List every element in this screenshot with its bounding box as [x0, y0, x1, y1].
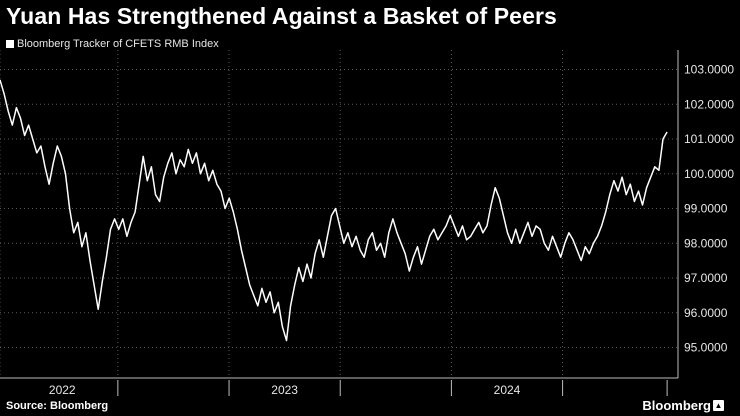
y-tick-label: 102.0000 — [684, 97, 734, 111]
y-tick-label: 95.0000 — [684, 341, 728, 355]
x-tick-labels: 2022 2023 2024 — [49, 383, 521, 397]
brand-logo: Bloomberg ▲ — [642, 398, 724, 413]
y-gridlines — [0, 69, 678, 348]
source-note: Source: Bloomberg — [6, 400, 109, 412]
y-tick-label: 101.0000 — [684, 132, 734, 146]
brand-icon: ▲ — [713, 400, 724, 411]
x-gridlines — [0, 50, 564, 378]
y-tick-label: 97.0000 — [684, 271, 728, 285]
y-tick-label: 96.0000 — [684, 306, 728, 320]
x-tick-label: 2022 — [49, 383, 76, 397]
brand-name: Bloomberg — [642, 398, 711, 413]
x-tick-marks — [117, 380, 668, 396]
x-tick-label: 2023 — [271, 383, 298, 397]
legend-label: Bloomberg Tracker of CFETS RMB Index — [17, 38, 219, 50]
chart-title: Yuan Has Strengthened Against a Basket o… — [6, 3, 557, 29]
x-tick-label: 2024 — [494, 383, 521, 397]
legend: Bloomberg Tracker of CFETS RMB Index — [6, 38, 219, 50]
y-tick-label: 98.0000 — [684, 236, 728, 250]
series-line-cfets — [0, 79, 668, 342]
y-tick-label: 100.0000 — [684, 167, 734, 181]
y-tick-labels: 95.0000 96.0000 97.0000 98.0000 99.0000 100.0… — [684, 63, 734, 355]
y-tick-label: 99.0000 — [684, 202, 728, 216]
legend-swatch — [6, 40, 14, 48]
y-tick-label: 103.0000 — [684, 63, 734, 77]
